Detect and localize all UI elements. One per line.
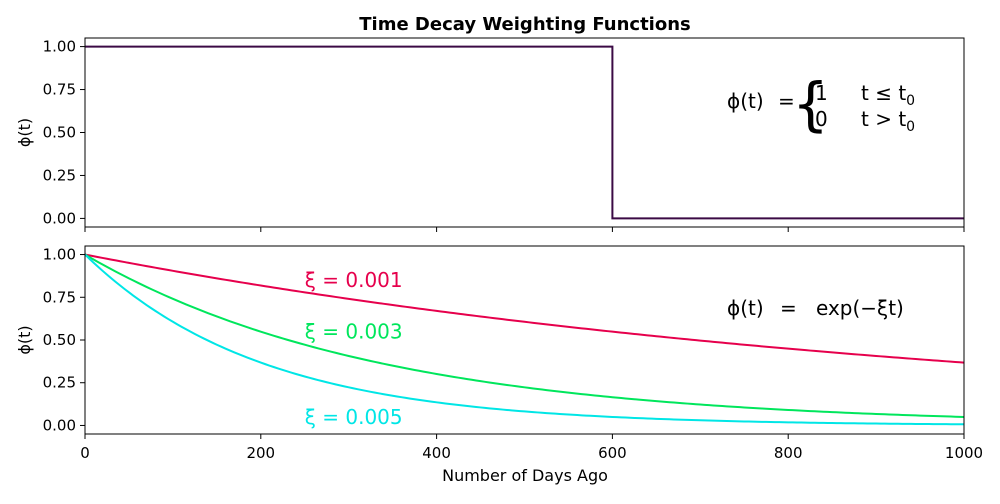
- equation-equals: =: [780, 296, 797, 320]
- y-tick-label: 1.00: [43, 246, 76, 264]
- equation-case2-condition: t > t0: [861, 107, 915, 135]
- x-tick-label: 400: [422, 444, 451, 462]
- equation-case1-value: 1: [815, 81, 828, 105]
- equation-lhs: ϕ(t): [727, 89, 764, 113]
- equation-case2-value: 0: [815, 107, 828, 131]
- equation-rhs: exp(−ξt): [816, 296, 904, 320]
- x-tick-label: 200: [246, 444, 275, 462]
- x-tick-label: 600: [598, 444, 627, 462]
- chart-title: Time Decay Weighting Functions: [359, 14, 691, 35]
- series-annotation: ξ = 0.005: [305, 405, 403, 429]
- y-tick-label: 0.00: [43, 416, 76, 434]
- series-line-1: [85, 45, 964, 220]
- series-line-1: [85, 253, 964, 364]
- series-annotation: ξ = 0.001: [305, 268, 403, 292]
- y-axis-label: ϕ(t): [15, 118, 34, 147]
- x-axis-label: Number of Days Ago: [442, 466, 608, 485]
- y-tick-label: 1.00: [43, 38, 76, 56]
- equation-lhs: ϕ(t): [727, 296, 764, 320]
- x-tick-label: 800: [774, 444, 803, 462]
- y-tick-label: 0.00: [43, 209, 76, 227]
- top-panel: 0.00 0.25 0.50 0.75 1.00 ϕ(t) ϕ(t) ={10 t ≤ t0t …: [15, 37, 965, 232]
- equation-case1-condition: t ≤ t0: [861, 81, 915, 109]
- bottom-panel: 0.00 0.25 0.50 0.75 1.00 0 200 400 600 800 1000 ϕ(t…: [15, 245, 983, 462]
- y-tick-label: 0.50: [43, 124, 76, 142]
- x-tick-label: 0: [80, 444, 90, 462]
- y-axis-label: ϕ(t): [15, 325, 34, 354]
- equation-brace: {: [792, 70, 829, 138]
- plot-frame: [84, 37, 965, 228]
- y-tick-label: 0.75: [43, 81, 76, 99]
- series-annotation: ξ = 0.003: [305, 319, 403, 343]
- y-tick-label: 0.75: [43, 288, 76, 306]
- series-group: [85, 45, 964, 220]
- y-tick-label: 0.25: [43, 374, 76, 392]
- series-group: [85, 253, 964, 426]
- y-tick-label: 0.25: [43, 166, 76, 184]
- series-line-2: [85, 253, 964, 418]
- equation-equals: =: [778, 89, 795, 113]
- x-tick-label: 1000: [945, 444, 983, 462]
- plot-frame: [84, 245, 965, 435]
- y-tick-label: 0.50: [43, 331, 76, 349]
- series-line-3: [85, 253, 964, 426]
